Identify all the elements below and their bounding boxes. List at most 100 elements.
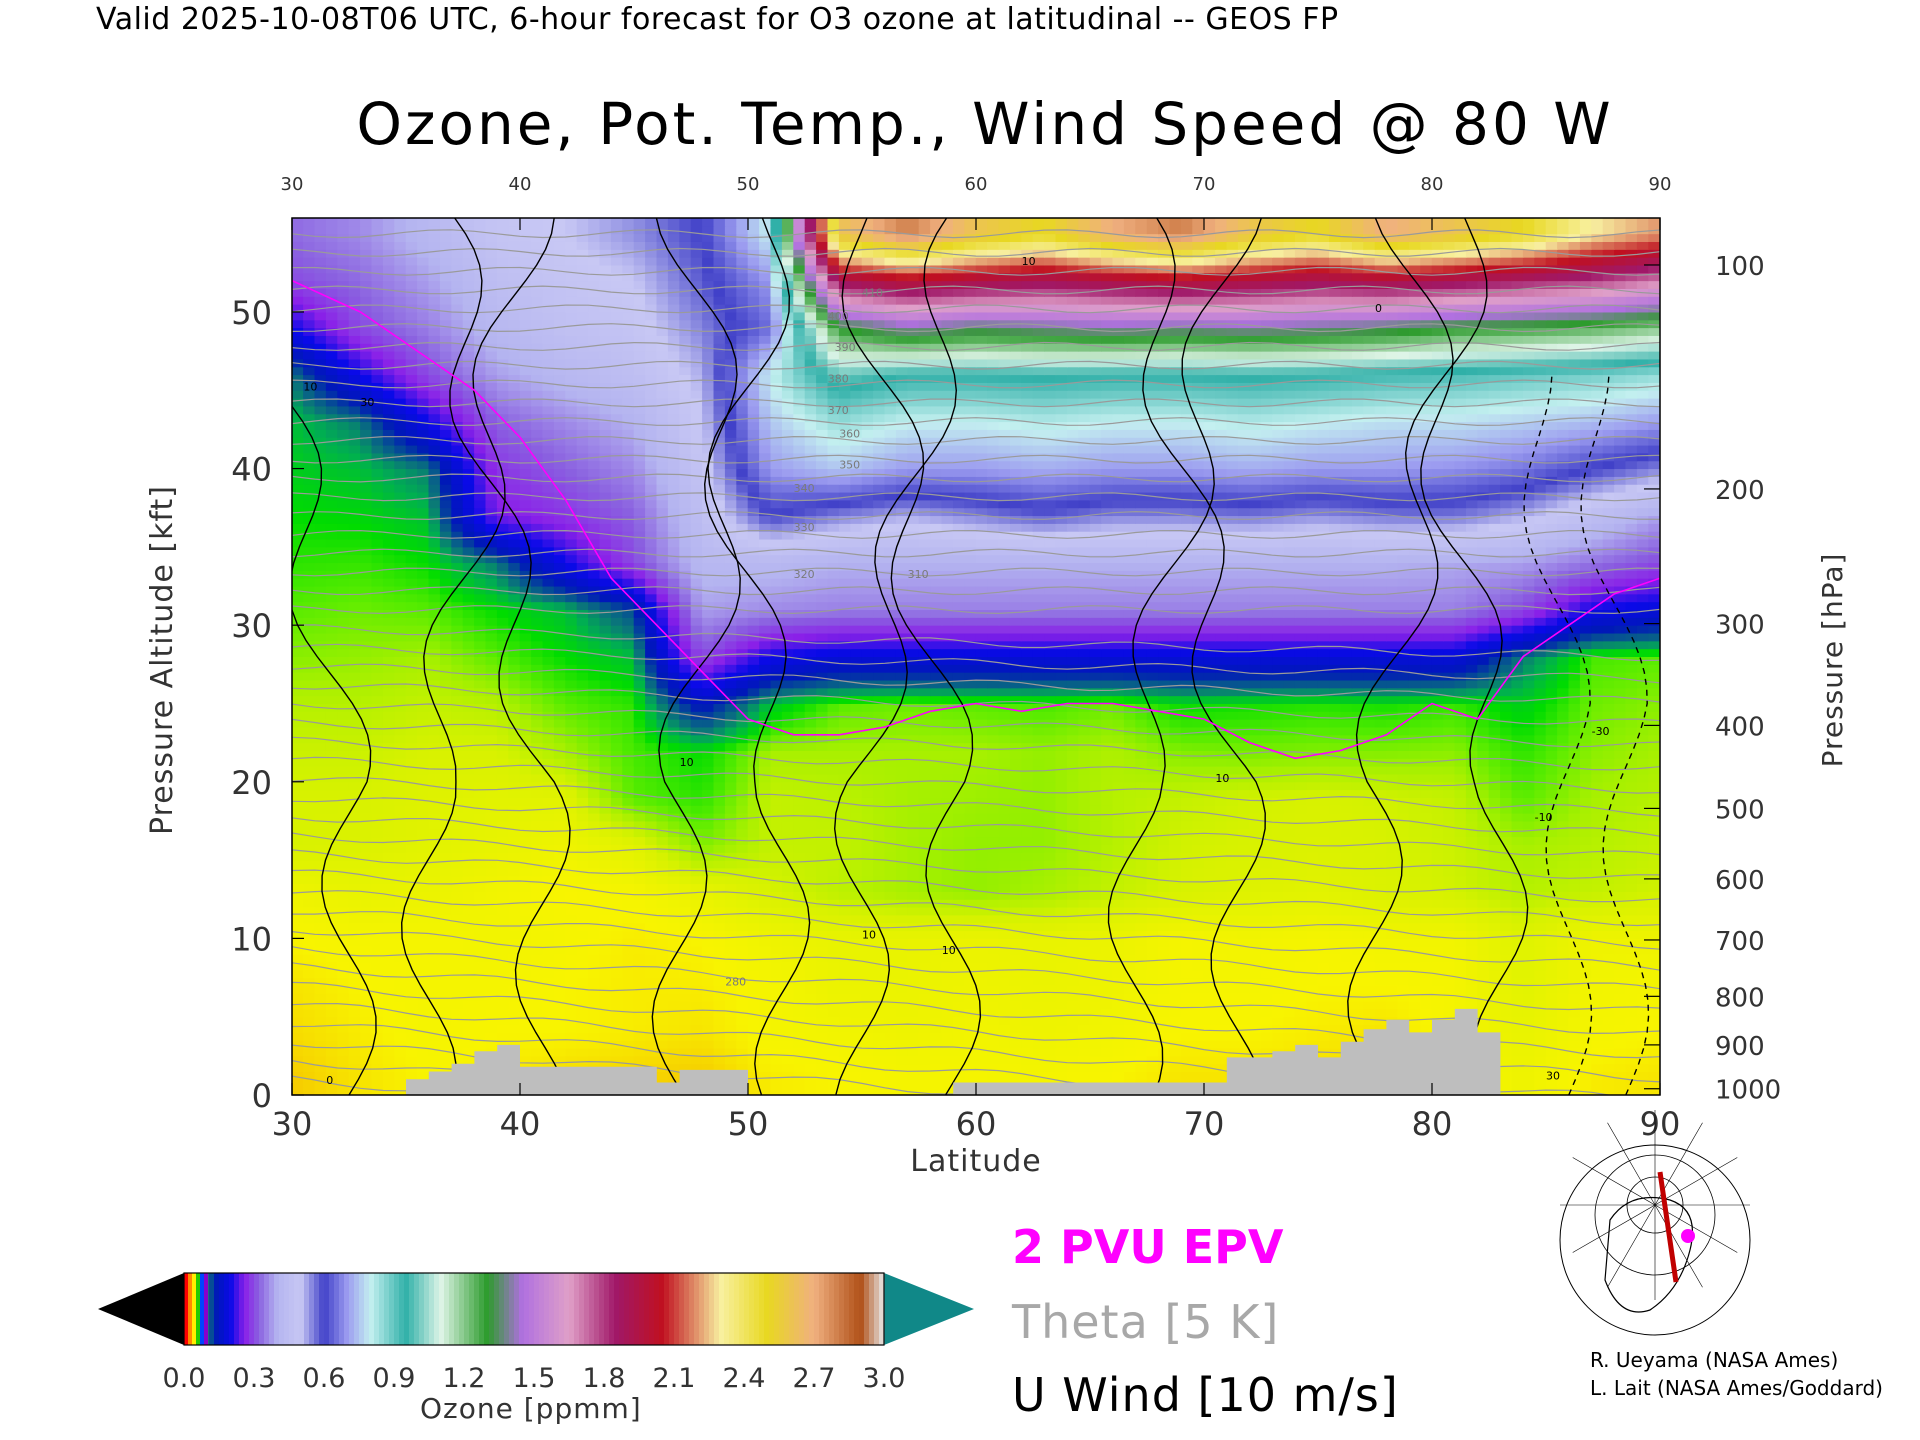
ozone-cell — [496, 1016, 510, 1026]
ozone-cell — [1602, 930, 1615, 939]
ozone-cell — [599, 844, 612, 853]
ozone-cell — [1009, 977, 1023, 986]
ozone-cell — [781, 1039, 795, 1049]
ozone-cell — [930, 844, 943, 853]
ozone-cell — [1500, 1055, 1513, 1065]
ozone-cell — [1500, 1079, 1513, 1088]
ozone-cell — [1522, 969, 1536, 979]
ozone-cell — [360, 1055, 373, 1065]
ozone-cell — [667, 851, 681, 861]
ozone-cell — [1123, 1000, 1137, 1010]
ozone-cell — [770, 1063, 783, 1073]
ozone-cell — [1146, 992, 1159, 1002]
ozone-cell — [1078, 977, 1091, 986]
ozone-cell — [417, 992, 430, 1002]
ozone-cell — [930, 1000, 943, 1010]
ozone-cell — [1454, 914, 1467, 924]
ozone-cell — [1101, 844, 1114, 853]
ozone-cell — [1465, 969, 1479, 979]
ozone-cell — [1249, 985, 1262, 994]
ozone-cell — [930, 953, 943, 963]
ozone-cell — [1477, 883, 1490, 892]
ozone-cell — [1180, 977, 1194, 986]
ozone-cell — [1101, 945, 1114, 955]
ozone-cell — [1488, 906, 1501, 916]
ozone-cell — [747, 883, 760, 892]
ozone-cell — [1602, 883, 1615, 892]
ozone-cell — [1408, 969, 1422, 979]
ozone-cell — [1306, 898, 1319, 908]
ozone-cell — [519, 1024, 532, 1033]
ozone-cell — [428, 914, 441, 924]
ozone-cell — [850, 844, 863, 853]
ozone-cell — [1522, 1055, 1536, 1065]
ozone-cell — [325, 1016, 339, 1026]
ozone-cell — [1443, 898, 1456, 908]
ozone-cell — [1055, 883, 1068, 892]
ozone-cell — [895, 804, 909, 814]
ozone-cell — [781, 844, 795, 853]
ozone-cell — [1044, 938, 1057, 947]
ozone-cell — [987, 1008, 1000, 1018]
ozone-cell — [292, 891, 304, 900]
ozone-cell — [622, 891, 635, 900]
ozone-cell — [1260, 859, 1273, 869]
ozone-cell — [747, 985, 760, 994]
ozone-cell — [417, 1032, 430, 1041]
ozone-cell — [1123, 945, 1137, 955]
ozone-cell — [1009, 906, 1023, 916]
ozone-cell — [292, 1071, 304, 1080]
ozone-cell — [1534, 969, 1547, 979]
ozone-cell — [1625, 836, 1638, 845]
ozone-cell — [1055, 859, 1068, 869]
ozone-cell — [1192, 820, 1205, 830]
ozone-cell — [382, 820, 396, 830]
ozone-cell — [1021, 985, 1034, 994]
ozone-cell — [1557, 1071, 1570, 1080]
ozone-cell — [941, 820, 954, 830]
ozone-cell — [1386, 1000, 1399, 1010]
ozone-cell — [1283, 930, 1296, 939]
ozone-cell — [428, 1055, 441, 1065]
ozone-cell — [747, 1039, 760, 1049]
ozone-cell — [292, 820, 304, 830]
ozone-cell — [485, 1008, 498, 1018]
ozone-cell — [724, 1055, 738, 1065]
ozone-cell — [941, 1055, 954, 1065]
ozone-cell — [873, 875, 886, 885]
ozone-cell — [1329, 1008, 1342, 1018]
ozone-cell — [1021, 1063, 1034, 1073]
ozone-cell — [1306, 804, 1319, 814]
ozone-cell — [1226, 820, 1239, 830]
ozone-cell — [690, 922, 703, 932]
ozone-cell — [1591, 891, 1604, 900]
ozone-cell — [588, 789, 601, 798]
ozone-cell — [553, 812, 567, 822]
ozone-cell — [1386, 797, 1399, 806]
ozone-cell — [1192, 1008, 1205, 1018]
ozone-cell — [1500, 1000, 1513, 1010]
ozone-cell — [599, 812, 612, 822]
ozone-cell — [1545, 828, 1558, 838]
ozone-cell — [1158, 1024, 1171, 1033]
ozone-cell — [1066, 851, 1080, 861]
ozone-cell — [1625, 1055, 1638, 1065]
ozone-cell — [736, 875, 749, 885]
ozone-cell — [667, 765, 681, 775]
ozone-cell — [1363, 906, 1376, 916]
ozone-cell — [1272, 906, 1285, 916]
ozone-cell — [303, 883, 316, 892]
ozone-cell — [519, 812, 532, 822]
ozone-cell — [314, 938, 327, 947]
ozone-cell — [1329, 859, 1342, 869]
ozone-cell — [565, 875, 578, 885]
ozone-cell — [884, 914, 897, 924]
ozone-cell — [496, 977, 510, 986]
ozone-cell — [861, 930, 874, 939]
ozone-cell — [439, 812, 453, 822]
ozone-cell — [1636, 1086, 1650, 1095]
ozone-cell — [736, 985, 749, 994]
ozone-cell — [827, 1079, 840, 1088]
ozone-cell — [1591, 1016, 1604, 1026]
ozone-cell — [485, 773, 498, 783]
